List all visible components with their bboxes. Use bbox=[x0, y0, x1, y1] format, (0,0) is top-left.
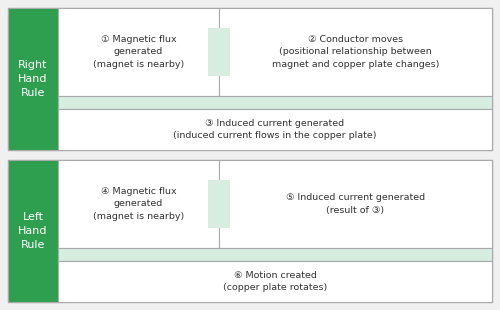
Bar bbox=[8, 8, 58, 150]
Bar bbox=[8, 8, 492, 150]
Bar bbox=[8, 160, 492, 302]
Text: ① Magnetic flux
generated
(magnet is nearby): ① Magnetic flux generated (magnet is nea… bbox=[93, 35, 184, 69]
Text: ④ Magnetic flux
generated
(magnet is nearby): ④ Magnetic flux generated (magnet is nea… bbox=[93, 187, 184, 221]
Bar bbox=[219, 160, 492, 248]
Bar bbox=[208, 28, 230, 76]
Bar bbox=[58, 261, 492, 302]
Bar bbox=[58, 96, 492, 109]
Text: Right
Hand
Rule: Right Hand Rule bbox=[18, 60, 48, 98]
Text: ⑤ Induced current generated
(result of ③): ⑤ Induced current generated (result of ③… bbox=[286, 193, 425, 215]
Text: ② Conductor moves
(positional relationship between
magnet and copper plate chang: ② Conductor moves (positional relationsh… bbox=[272, 35, 439, 69]
Bar bbox=[58, 248, 492, 261]
Bar bbox=[58, 109, 492, 150]
Bar bbox=[219, 8, 492, 96]
Text: ③ Induced current generated
(induced current flows in the copper plate): ③ Induced current generated (induced cur… bbox=[174, 119, 377, 140]
Text: ⑥ Motion created
(copper plate rotates): ⑥ Motion created (copper plate rotates) bbox=[223, 271, 327, 292]
Bar bbox=[208, 180, 230, 228]
Bar bbox=[58, 8, 219, 96]
Text: Left
Hand
Rule: Left Hand Rule bbox=[18, 212, 48, 250]
Bar bbox=[8, 160, 58, 302]
Bar bbox=[58, 160, 219, 248]
